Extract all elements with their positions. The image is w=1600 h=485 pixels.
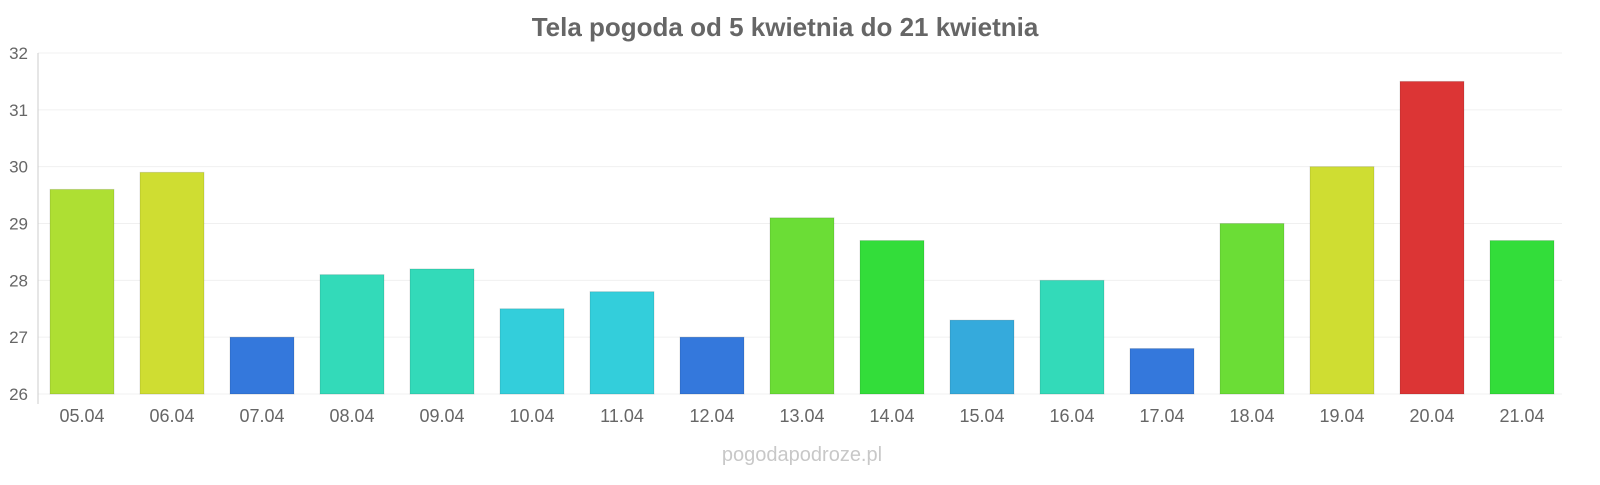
bar-18.04[interactable] — [1219, 223, 1285, 395]
x-axis-ticks: 05.04 06.04 07.04 08.04 09.04 10.04 11.04 12.04… — [59, 406, 1544, 426]
bar-13.04[interactable] — [769, 217, 835, 395]
bar-16.04[interactable] — [1039, 279, 1105, 395]
x-tick-label: 11.04 — [600, 406, 644, 426]
x-tick-label: 15.04 — [959, 406, 1004, 426]
x-tick-label: 14.04 — [869, 406, 914, 426]
x-tick-label: 18.04 — [1229, 406, 1274, 426]
x-tick-label: 21.04 — [1499, 406, 1544, 426]
x-tick-label: 20.04 — [1409, 406, 1454, 426]
y-tick-label: 30 — [9, 158, 28, 177]
x-tick-label: 16.04 — [1049, 406, 1094, 426]
x-tick-label: 05.04 — [59, 406, 104, 426]
x-tick-label: 06.04 — [149, 406, 194, 426]
x-tick-label: 12.04 — [689, 406, 734, 426]
y-tick-label: 27 — [9, 328, 28, 347]
bar-05.04[interactable] — [49, 188, 115, 395]
y-tick-label: 26 — [9, 385, 28, 404]
y-tick-label: 28 — [9, 271, 28, 290]
x-tick-label: 13.04 — [779, 406, 824, 426]
x-tick-label: 08.04 — [329, 406, 374, 426]
bar-10.04[interactable] — [499, 308, 565, 395]
bar-07.04[interactable] — [229, 336, 295, 395]
x-tick-label: 17.04 — [1139, 406, 1184, 426]
bar-14.04[interactable] — [859, 240, 925, 395]
x-tick-label: 10.04 — [509, 406, 554, 426]
chart-title: Tela pogoda od 5 kwietnia do 21 kwietnia — [532, 12, 1039, 42]
bars — [49, 80, 1555, 395]
bar-15.04[interactable] — [949, 319, 1015, 395]
bar-11.04[interactable] — [589, 291, 655, 395]
bar-08.04[interactable] — [319, 274, 385, 395]
x-tick-label: 09.04 — [419, 406, 464, 426]
bar-19.04[interactable] — [1309, 166, 1375, 395]
bar-21.04[interactable] — [1489, 240, 1555, 395]
x-tick-label: 07.04 — [239, 406, 284, 426]
y-tick-label: 31 — [9, 101, 28, 120]
y-tick-label: 29 — [9, 215, 28, 234]
bar-17.04[interactable] — [1129, 348, 1195, 395]
bar-06.04[interactable] — [139, 171, 205, 395]
bar-12.04[interactable] — [679, 336, 745, 395]
watermark: pogodapodroze.pl — [722, 444, 882, 466]
bar-20.04[interactable] — [1399, 80, 1465, 395]
y-axis-ticks: 26 27 28 29 30 31 32 — [9, 44, 28, 404]
x-tick-label: 19.04 — [1319, 406, 1364, 426]
y-tick-label: 32 — [9, 44, 28, 63]
bar-09.04[interactable] — [409, 268, 475, 395]
